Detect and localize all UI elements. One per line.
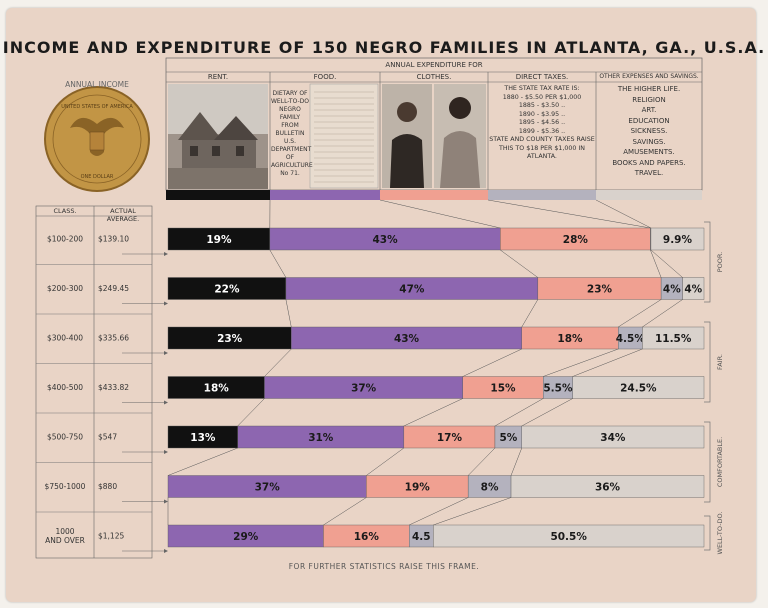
class-label: $400-500: [47, 383, 83, 392]
class-label: $100-200: [47, 235, 83, 244]
other-item: EDUCATION: [628, 116, 670, 125]
tax-rate-1880: 1880 - $5.50 PER $1,000: [502, 93, 582, 101]
data-label-food: 37%: [351, 383, 377, 395]
taxes-heading: THE STATE TAX RATE IS:: [504, 85, 580, 92]
average-income-label: $335.66: [98, 334, 129, 343]
bar-other: [521, 425, 705, 449]
footer-note: FOR FURTHER STATISTICS RAISE THIS FRAME.: [288, 562, 480, 571]
column-header-rent: RENT.: [207, 73, 229, 81]
data-label-other: 36%: [595, 482, 621, 494]
average-income-label: $547: [98, 433, 117, 442]
annual-income-label: ANNUAL INCOME: [65, 80, 129, 89]
tax-rate-1885: 1885 - $3.50 ..: [518, 102, 566, 109]
other-item: TRAVEL.: [634, 169, 664, 177]
column-header-food: FOOD.: [313, 73, 337, 81]
other-item: BOOKS AND PAPERS.: [612, 158, 686, 167]
column-header-clothes: CLOTHES.: [416, 73, 452, 81]
group-label-poor: POOR.: [716, 252, 724, 273]
data-label-other: 24.5%: [620, 383, 657, 395]
dietary-table-document: [309, 83, 379, 189]
data-label-rent: 22%: [214, 284, 240, 296]
bar-other: [572, 376, 705, 399]
average-income-label: $880: [98, 482, 117, 491]
class-label: $300-400: [47, 334, 83, 343]
bar-other: [650, 227, 705, 251]
other-item: AMUSEMENTS.: [623, 148, 675, 156]
group-label-comfortable: COMFORTABLE.: [716, 437, 724, 487]
data-label-clothes: 19%: [405, 482, 431, 494]
other-item: RELIGION: [632, 95, 666, 104]
class-column-header: CLASS.: [53, 207, 77, 215]
taxes-text: THE STATE TAX RATE IS: 1880 - $5.50 PER …: [489, 85, 595, 162]
data-label-taxes: 4.5%: [616, 333, 646, 345]
data-label-food: 37%: [255, 482, 281, 494]
other-item: ART.: [641, 106, 657, 114]
tax-rate-1899: 1899 - $5.36 ..: [518, 127, 566, 135]
data-label-other: 4%: [684, 284, 702, 296]
other-item: SICKNESS.: [630, 127, 668, 135]
average-income-label: $1,125: [98, 532, 124, 541]
data-label-taxes: 5.5%: [543, 383, 573, 395]
data-label-clothes: 16%: [354, 531, 380, 543]
group-label-well-to-do: WELL-TO-DO.: [716, 512, 724, 555]
other-item: SAVINGS.: [632, 137, 666, 146]
data-label-other: 9.9%: [663, 234, 693, 246]
class-label: $500-750: [47, 433, 83, 442]
data-label-taxes: 8%: [481, 482, 499, 494]
bar-other: [510, 475, 705, 498]
chart-title: INCOME AND EXPENDITURE OF 150 NEGRO FAMI…: [2, 38, 766, 57]
food-note: DIETARY OF WELL-TO-DO NEGRO FAMILY FROM …: [271, 90, 313, 177]
bar-other: [433, 524, 705, 548]
data-label-food: 43%: [373, 234, 399, 246]
annual-expenditure-label: ANNUAL EXPENDITURE FOR: [385, 61, 483, 69]
data-label-clothes: 23%: [587, 284, 613, 296]
other-item: THE HIGHER LIFE.: [617, 85, 681, 93]
seal-bottom-text: ONE DOLLAR: [81, 174, 114, 180]
average-income-label: $249.45: [98, 284, 129, 293]
class-label: 1000: [55, 527, 74, 536]
shield-icon: [89, 131, 105, 151]
data-label-taxes: 4%: [663, 284, 681, 296]
data-label-clothes: 15%: [490, 383, 516, 395]
tax-rate-1895: 1895 - $4.56 ..: [518, 119, 566, 126]
data-label-other: 11.5%: [655, 333, 692, 345]
taxes-note: STATE AND COUNTY TAXES RAISE THIS TO $18…: [489, 136, 595, 160]
data-label-other: 50.5%: [550, 531, 587, 543]
data-label-rent: 23%: [217, 333, 243, 345]
average-income-label: $139.10: [98, 235, 129, 244]
group-label-fair: FAIR.: [716, 354, 724, 370]
other-expenses-list: THE HIGHER LIFE. RELIGION ART. EDUCATION…: [598, 84, 700, 179]
seal-top-text: UNITED STATES OF AMERICA: [61, 104, 133, 110]
average-income-label: $433.82: [98, 383, 129, 392]
data-label-other: 34%: [600, 432, 626, 444]
data-label-clothes: 17%: [437, 432, 463, 444]
data-label-rent: 19%: [206, 234, 232, 246]
average-column-header: ACTUAL AVERAGE.: [106, 207, 140, 223]
data-label-clothes: 28%: [563, 234, 589, 246]
data-label-rent: 18%: [204, 383, 230, 395]
class-label: AND OVER: [45, 536, 85, 545]
column-header-taxes: DIRECT TAXES.: [515, 73, 569, 81]
column-header-other: OTHER EXPENSES AND SAVINGS.: [599, 73, 699, 80]
class-label: $200-300: [47, 284, 83, 293]
data-label-food: 29%: [233, 531, 259, 543]
class-label: $750-1000: [45, 482, 86, 491]
data-label-food: 43%: [394, 333, 420, 345]
data-label-food: 31%: [308, 432, 334, 444]
data-label-rent: 13%: [190, 432, 216, 444]
bar-other: [642, 326, 705, 350]
data-label-clothes: 18%: [557, 333, 583, 345]
bar-other: [682, 277, 705, 300]
data-label-taxes: 5%: [499, 432, 517, 444]
data-label-taxes: 4.5: [412, 531, 431, 543]
data-label-food: 47%: [399, 284, 425, 296]
tax-rate-1890: 1890 - $3.95 ..: [518, 110, 566, 118]
